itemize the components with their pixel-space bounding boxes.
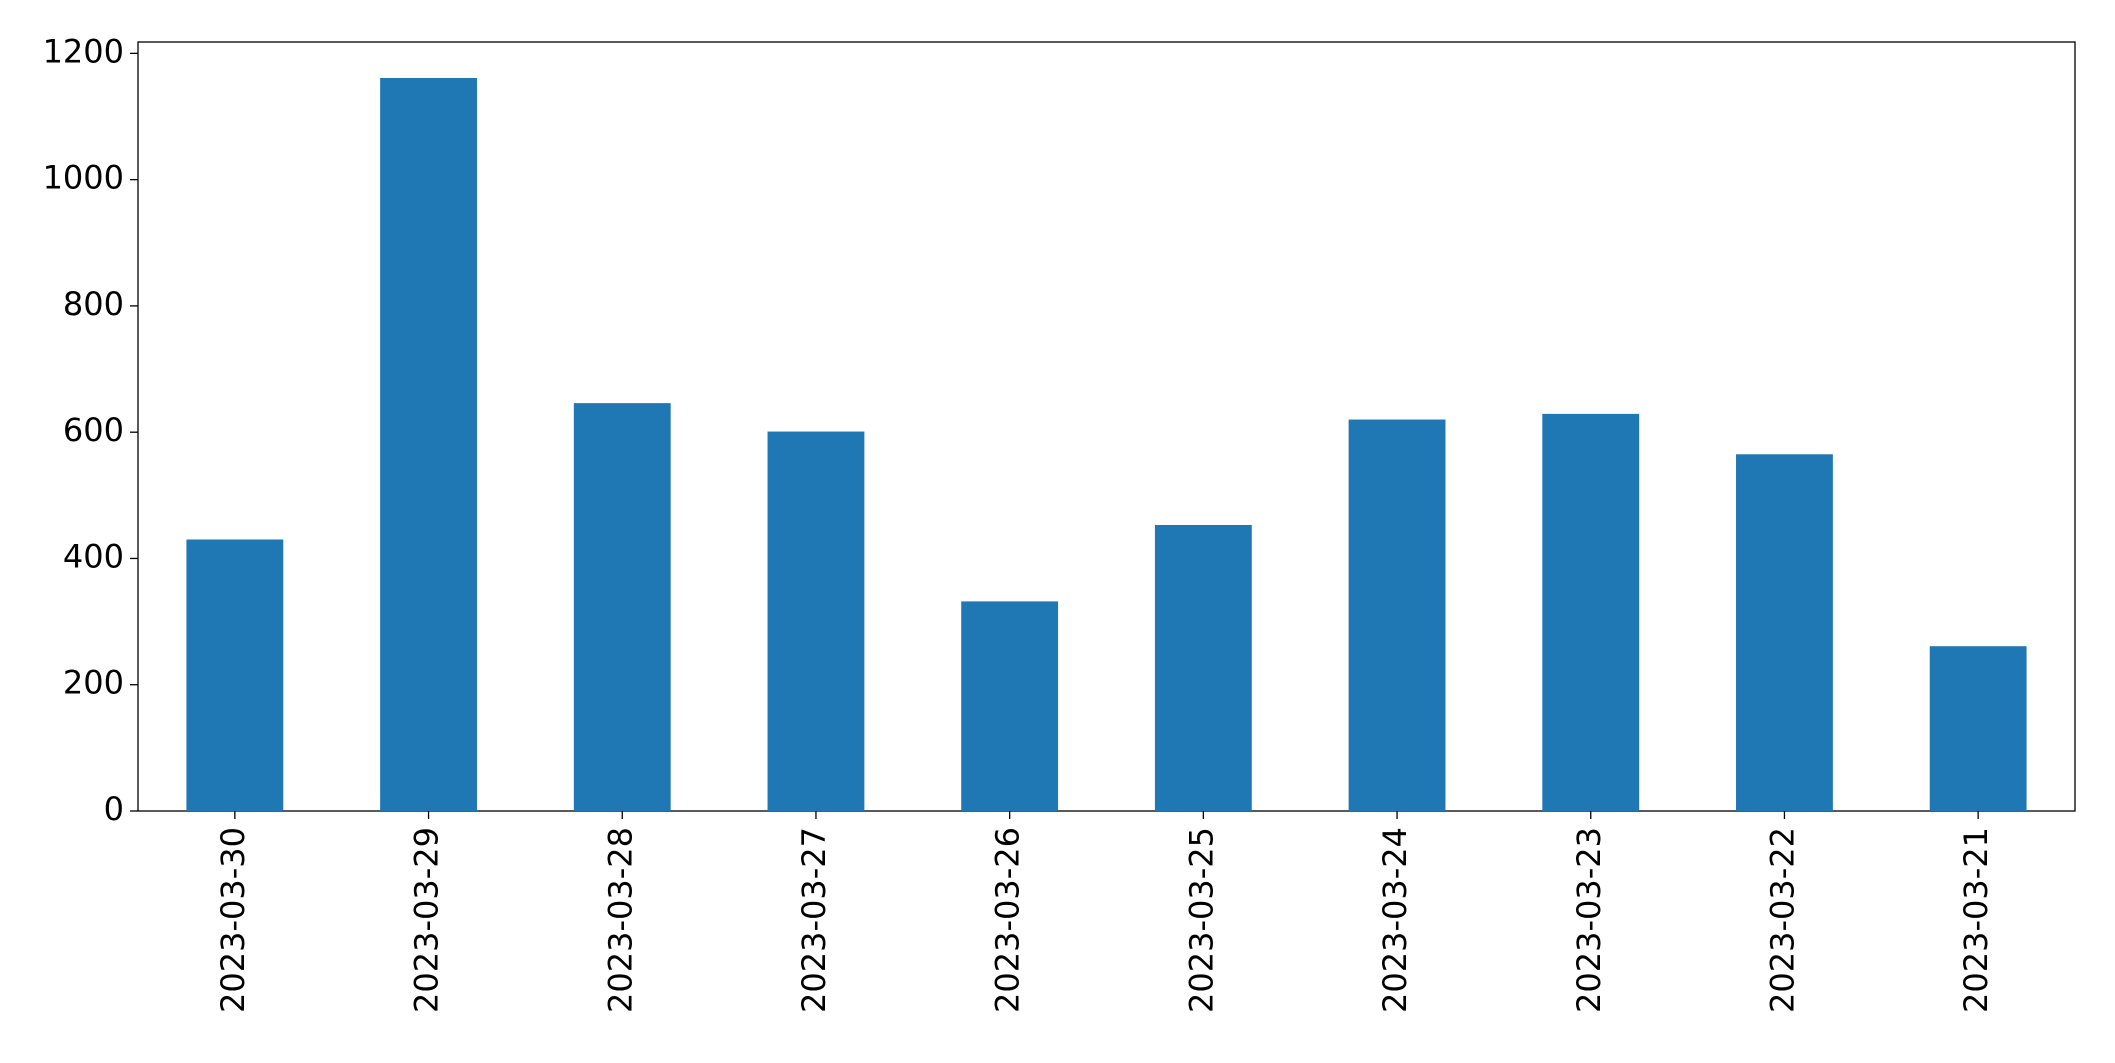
- y-tick-label: 1200: [43, 32, 124, 70]
- bar: [767, 431, 865, 811]
- bar: [1736, 454, 1833, 811]
- x-tick-label: 2023-03-24: [1376, 827, 1414, 1013]
- x-tick-label: 2023-03-28: [601, 827, 639, 1013]
- y-tick-label: 800: [63, 285, 124, 323]
- x-tick-label: 2023-03-22: [1763, 827, 1801, 1013]
- y-tick-label: 400: [63, 537, 124, 575]
- x-tick-label: 2023-03-26: [989, 827, 1027, 1013]
- x-tick-label: 2023-03-30: [214, 827, 252, 1013]
- bar: [573, 403, 671, 811]
- bar: [1348, 419, 1446, 811]
- y-tick-label: 1000: [43, 159, 124, 197]
- x-tick-label: 2023-03-27: [795, 827, 833, 1013]
- bar: [186, 539, 284, 811]
- x-tick-label: 2023-03-29: [408, 827, 446, 1013]
- bar: [1154, 524, 1252, 811]
- x-tick-label: 2023-03-25: [1182, 827, 1220, 1013]
- x-tick-label: 2023-03-23: [1570, 827, 1608, 1013]
- x-tick-label: 2023-03-21: [1957, 827, 1995, 1013]
- plot-frame: [137, 41, 2076, 812]
- bar: [961, 601, 1059, 811]
- y-tick-label: 200: [63, 664, 124, 702]
- y-tick-label: 0: [104, 790, 124, 828]
- bar: [1542, 413, 1640, 811]
- y-tick-label: 600: [63, 411, 124, 449]
- bar: [1929, 646, 2027, 811]
- bar: [380, 77, 477, 812]
